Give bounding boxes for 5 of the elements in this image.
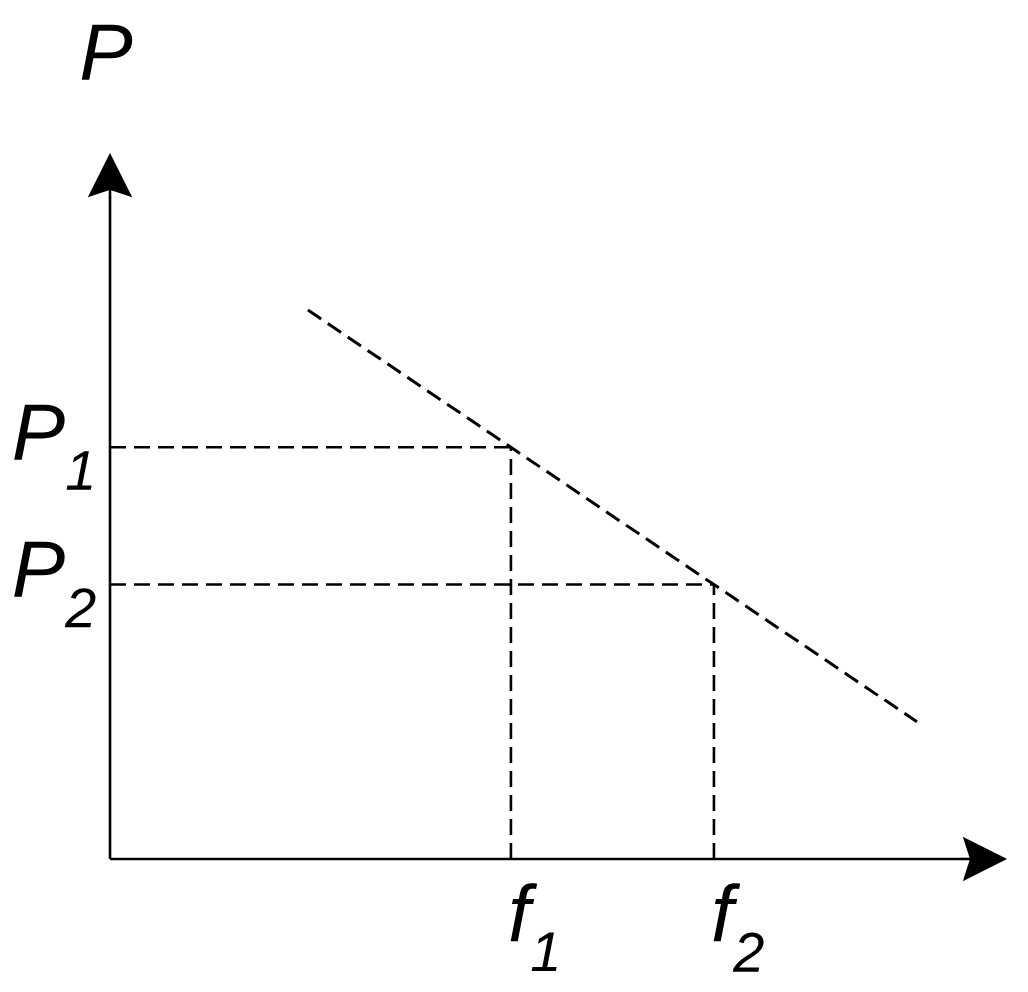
ref-line-label: P$_{2}$ bbox=[14, 541, 96, 628]
x-tick-label: f$_{1}$ bbox=[510, 883, 557, 972]
x-tick-label: f$_{2}$ bbox=[713, 883, 764, 972]
y-axis-title: P bbox=[81, 24, 133, 80]
ref-line-label: P$_{1}$ bbox=[14, 404, 92, 490]
